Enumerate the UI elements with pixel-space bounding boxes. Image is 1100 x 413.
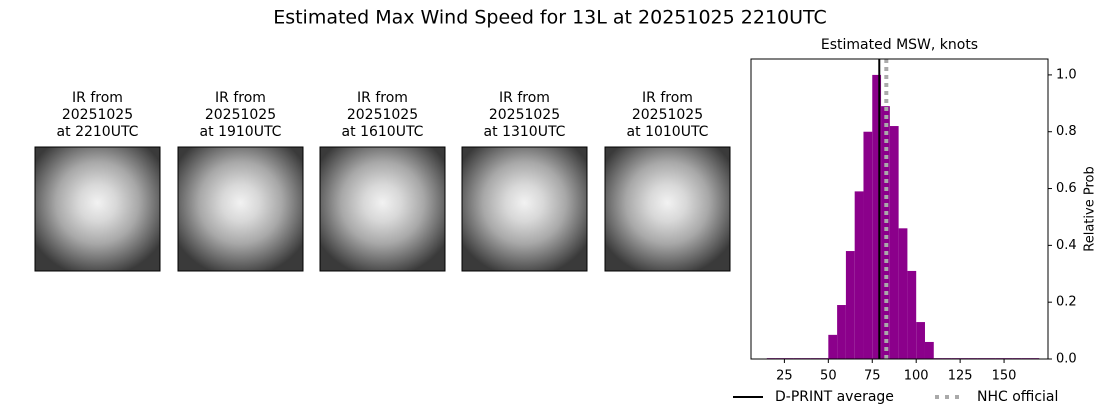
y-tick-label: 0.2 xyxy=(1056,295,1077,310)
legend-label: D-PRINT average xyxy=(775,389,894,405)
panel-label: IR from xyxy=(215,90,266,106)
y-tick-label: 0.6 xyxy=(1056,181,1077,196)
ir-image xyxy=(604,146,731,272)
ir-image xyxy=(34,146,161,272)
ir-image xyxy=(177,146,304,272)
bar xyxy=(845,251,855,359)
bar xyxy=(898,228,908,359)
bar xyxy=(872,74,882,359)
bar xyxy=(889,126,899,359)
panel-label: 20251025 xyxy=(632,107,703,123)
panel-label: IR from xyxy=(72,90,123,106)
panel-label: at 2210UTC xyxy=(57,124,139,140)
y-tick-label: 1.0 xyxy=(1056,67,1077,82)
bar xyxy=(854,191,864,359)
y-tick-label: 0.8 xyxy=(1056,124,1077,139)
panel-label: at 1310UTC xyxy=(484,124,566,140)
bar xyxy=(924,341,934,359)
x-tick-label: 25 xyxy=(776,369,793,384)
panel-label: 20251025 xyxy=(62,107,133,123)
bar xyxy=(863,131,873,359)
ir-image xyxy=(319,146,446,272)
panel-label: 20251025 xyxy=(205,107,276,123)
x-tick-label: 150 xyxy=(992,369,1017,384)
bar xyxy=(881,106,890,359)
x-tick-label: 100 xyxy=(904,369,929,384)
panel-label: at 1910UTC xyxy=(200,124,282,140)
panel-label: at 1610UTC xyxy=(342,124,424,140)
x-tick-label: 125 xyxy=(948,369,973,384)
y-axis-label: Relative Prob xyxy=(1083,166,1098,251)
panel-label: at 1010UTC xyxy=(627,124,709,140)
y-tick-label: 0.0 xyxy=(1056,352,1077,367)
panel-label: IR from xyxy=(642,90,693,106)
bar xyxy=(907,270,917,359)
bar xyxy=(837,305,846,359)
panel-label: 20251025 xyxy=(347,107,418,123)
legend-label: NHC official xyxy=(977,389,1058,405)
x-tick-label: 75 xyxy=(864,369,881,384)
bar xyxy=(916,322,925,359)
panel-label: 20251025 xyxy=(489,107,560,123)
figure-title: Estimated Max Wind Speed for 13L at 2025… xyxy=(273,7,827,29)
y-tick-label: 0.4 xyxy=(1056,238,1077,253)
bar xyxy=(828,334,838,359)
panel-label: IR from xyxy=(357,90,408,106)
x-tick-label: 50 xyxy=(820,369,837,384)
chart-title: Estimated MSW, knots xyxy=(821,37,978,53)
ir-image xyxy=(461,146,588,272)
panel-label: IR from xyxy=(499,90,550,106)
plot-frame xyxy=(750,58,1049,360)
